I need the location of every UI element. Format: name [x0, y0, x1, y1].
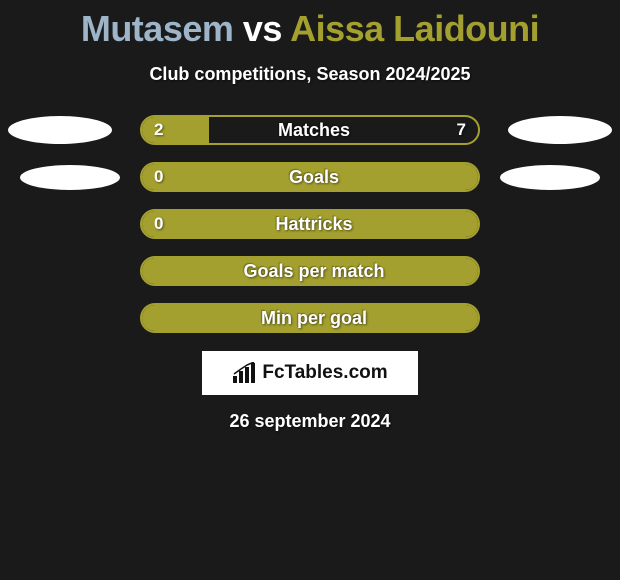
stat-label: Hattricks	[142, 214, 478, 235]
player2-oval	[500, 165, 600, 190]
stat-bar: 2Matches7	[140, 115, 480, 145]
logo-box: FcTables.com	[202, 351, 418, 395]
date-text: 26 september 2024	[0, 411, 620, 432]
comparison-title: Mutasem vs Aissa Laidouni	[0, 0, 620, 50]
player2-name: Aissa Laidouni	[290, 8, 539, 49]
player1-oval	[8, 116, 112, 144]
stat-label: Goals per match	[142, 261, 478, 282]
stat-label: Min per goal	[142, 308, 478, 329]
player1-oval	[20, 165, 120, 190]
logo-text: FcTables.com	[262, 362, 387, 384]
stat-rows: 2Matches7 0Goals 0Hattricks Goals per match…	[0, 115, 620, 333]
stat-bar: 0Hattricks	[140, 209, 480, 239]
stat-row: Goals per match	[0, 256, 620, 286]
stat-row: 0Goals	[0, 162, 620, 192]
bars-icon	[232, 362, 258, 384]
logo: FcTables.com	[232, 362, 387, 384]
vs-text: vs	[243, 8, 282, 49]
stat-value-right: 7	[457, 120, 466, 140]
stat-bar: Goals per match	[140, 256, 480, 286]
stat-label: Goals	[142, 167, 478, 188]
stat-bar: 0Goals	[140, 162, 480, 192]
subtitle: Club competitions, Season 2024/2025	[0, 64, 620, 85]
stat-label: Matches	[142, 120, 478, 141]
player1-name: Mutasem	[81, 8, 234, 49]
stat-row: Min per goal	[0, 303, 620, 333]
stat-row: 2Matches7	[0, 115, 620, 145]
stat-row: 0Hattricks	[0, 209, 620, 239]
player2-oval	[508, 116, 612, 144]
stat-bar: Min per goal	[140, 303, 480, 333]
